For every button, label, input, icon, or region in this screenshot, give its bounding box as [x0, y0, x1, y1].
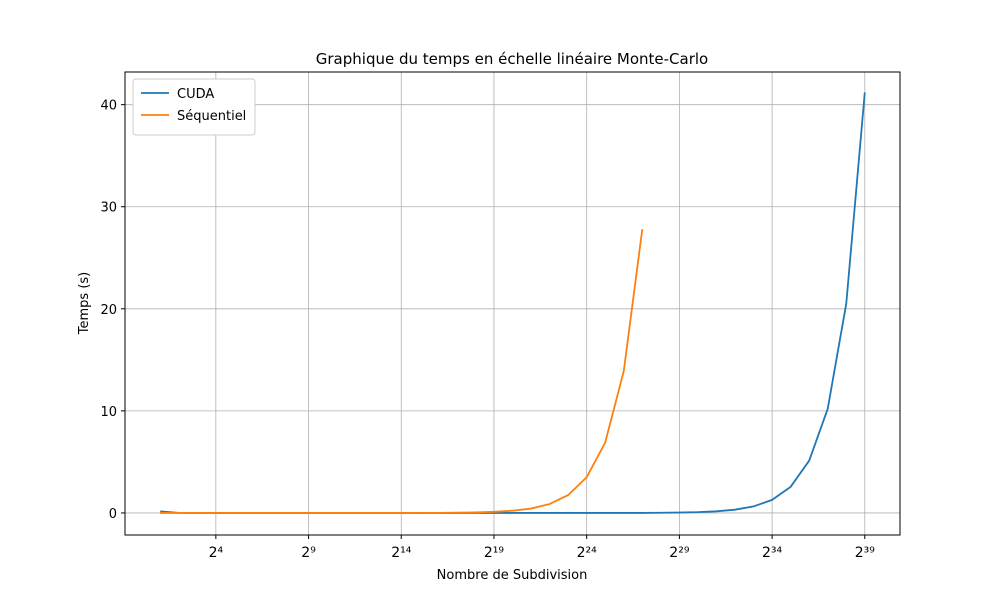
x-tick-label: 2²⁴	[577, 545, 598, 561]
x-tick-label: 2¹⁹	[484, 545, 505, 561]
legend: CUDA Séquentiel	[132, 78, 256, 136]
y-tick-label: 30	[100, 201, 117, 216]
plot-frame	[124, 71, 901, 536]
y-tick-label: 20	[100, 303, 117, 318]
series-line	[160, 229, 644, 514]
y-axis-label: Temps (s)	[77, 272, 92, 335]
legend-label: CUDA	[177, 87, 214, 102]
x-tick-label: 2³⁴	[762, 545, 783, 561]
legend-label: Séquentiel	[177, 109, 246, 124]
y-tick-label: 0	[109, 507, 117, 522]
chart-title: Graphique du temps en échelle linéaire M…	[316, 50, 708, 68]
x-tick-label: 2⁴	[209, 545, 224, 561]
x-tick-label: 2²⁹	[669, 545, 690, 561]
y-tick-label: 40	[100, 99, 117, 114]
y-tick-label: 10	[100, 405, 117, 420]
x-tick-label: 2¹⁴	[391, 545, 412, 561]
x-axis-label: Nombre de Subdivision	[437, 568, 588, 583]
series-line	[160, 92, 866, 514]
x-tick-label: 2⁹	[301, 545, 316, 561]
x-tick-label: 2³⁹	[855, 545, 876, 561]
